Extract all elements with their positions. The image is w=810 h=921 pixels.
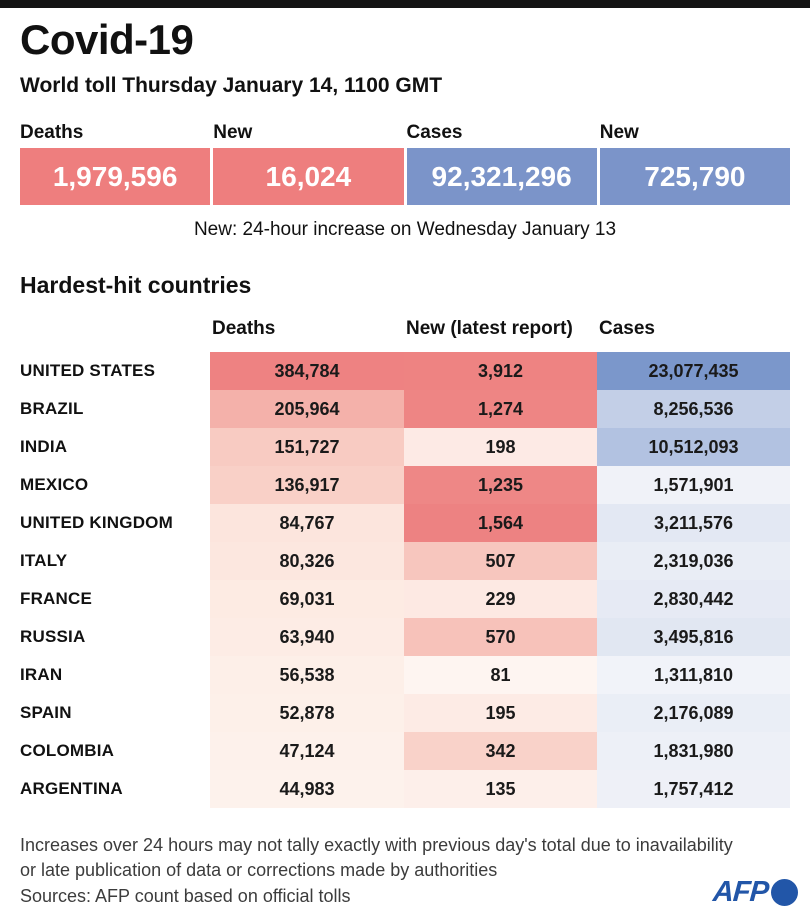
section-title: Hardest-hit countries: [20, 272, 252, 298]
cell-cases: 1,831,980: [597, 732, 790, 770]
table-row: INDIA 151,727 198 10,512,093: [20, 428, 790, 466]
stat-value-box: 16,024: [213, 148, 404, 205]
stat-value-box: 725,790: [599, 148, 790, 205]
table-row: IRAN 56,538 81 1,311,810: [20, 656, 790, 694]
cell-deaths: 56,538: [210, 656, 404, 694]
stat-label: Deaths: [20, 122, 84, 143]
cell-new: 342: [404, 732, 597, 770]
table-row: COLOMBIA 47,124 342 1,831,980: [20, 732, 790, 770]
country-label: MEXICO: [20, 475, 89, 494]
cell-deaths: 52,878: [210, 694, 404, 732]
cell-new: 135: [404, 770, 597, 808]
table-row: ITALY 80,326 507 2,319,036: [20, 542, 790, 580]
cell-cases: 3,211,576: [597, 504, 790, 542]
table-header: Deaths New (latest report) Cases: [20, 318, 790, 340]
cell-new: 570: [404, 618, 597, 656]
col-header-deaths: Deaths: [212, 318, 276, 339]
table-row: FRANCE 69,031 229 2,830,442: [20, 580, 790, 618]
stat-new-3: New 725,790: [599, 122, 790, 205]
cell-deaths: 80,326: [210, 542, 404, 580]
country-label: UNITED KINGDOM: [20, 513, 173, 532]
world-stats: Deaths 1,979,596 New 16,024 Cases 92,321,296 N…: [20, 122, 790, 205]
stat-label: New: [599, 122, 639, 143]
stats-note: New: 24-hour increase on Wednesday Janua…: [193, 219, 617, 240]
table-row: UNITED KINGDOM 84,767 1,564 3,211,576: [20, 504, 790, 542]
table-row: UNITED STATES 384,784 3,912 23,077,435: [20, 352, 790, 390]
footnote-line1: Increases over 24 hours may not tally ex…: [20, 835, 733, 855]
col-header-new: New (latest report): [406, 318, 573, 339]
cell-cases: 2,319,036: [597, 542, 790, 580]
table-row: RUSSIA 63,940 570 3,495,816: [20, 618, 790, 656]
cell-cases: 1,571,901: [597, 466, 790, 504]
cell-cases: 1,311,810: [597, 656, 790, 694]
col-header-cases: Cases: [599, 318, 655, 339]
country-label: FRANCE: [20, 589, 93, 608]
cell-new: 507: [404, 542, 597, 580]
cell-new: 195: [404, 694, 597, 732]
cell-deaths: 205,964: [210, 390, 404, 428]
country-label: ITALY: [20, 551, 68, 570]
stat-label: Cases: [406, 122, 463, 143]
cell-new: 81: [404, 656, 597, 694]
stat-value-box: 1,979,596: [20, 148, 211, 205]
cell-deaths: 63,940: [210, 618, 404, 656]
col-header-country: [20, 318, 210, 340]
stat-cases-2: Cases 92,321,296: [406, 122, 597, 205]
sources-line: Sources: AFP count based on official tol…: [20, 886, 351, 906]
country-label: COLOMBIA: [20, 741, 115, 760]
page-subtitle: World toll Thursday January 14, 1100 GMT: [20, 74, 443, 97]
cell-deaths: 84,767: [210, 504, 404, 542]
cell-cases: 1,757,412: [597, 770, 790, 808]
country-label: SPAIN: [20, 703, 72, 722]
country-label: UNITED STATES: [20, 361, 156, 380]
country-label: IRAN: [20, 665, 63, 684]
footnote-line2: or late publication of data or correctio…: [20, 860, 498, 880]
country-label: BRAZIL: [20, 399, 84, 418]
stat-new-1: New 16,024: [213, 122, 404, 205]
stat-deaths-0: Deaths 1,979,596: [20, 122, 211, 205]
afp-logo: AFP: [711, 876, 798, 909]
stat-label: New: [213, 122, 253, 143]
cell-cases: 10,512,093: [597, 428, 790, 466]
cell-new: 1,274: [404, 390, 597, 428]
country-table-body: UNITED STATES 384,784 3,912 23,077,435 BRAZI…: [20, 352, 790, 808]
stat-value-box: 92,321,296: [406, 148, 597, 205]
cell-deaths: 151,727: [210, 428, 404, 466]
cell-deaths: 384,784: [210, 352, 404, 390]
cell-new: 3,912: [404, 352, 597, 390]
cell-new: 1,235: [404, 466, 597, 504]
cell-cases: 23,077,435: [597, 352, 790, 390]
cell-cases: 8,256,536: [597, 390, 790, 428]
cell-deaths: 47,124: [210, 732, 404, 770]
cell-deaths: 44,983: [210, 770, 404, 808]
country-label: INDIA: [20, 437, 68, 456]
country-label: ARGENTINA: [20, 779, 123, 798]
table-row: ARGENTINA 44,983 135 1,757,412: [20, 770, 790, 808]
table-row: MEXICO 136,917 1,235 1,571,901: [20, 466, 790, 504]
footnote: Increases over 24 hours may not tally ex…: [20, 833, 760, 883]
globe-icon: [771, 879, 798, 906]
cell-new: 198: [404, 428, 597, 466]
cell-deaths: 69,031: [210, 580, 404, 618]
cell-new: 1,564: [404, 504, 597, 542]
table-row: BRAZIL 205,964 1,274 8,256,536: [20, 390, 790, 428]
cell-new: 229: [404, 580, 597, 618]
page-title: Covid-19: [20, 16, 194, 63]
cell-cases: 2,830,442: [597, 580, 790, 618]
cell-deaths: 136,917: [210, 466, 404, 504]
top-bar: [0, 0, 810, 8]
table-row: SPAIN 52,878 195 2,176,089: [20, 694, 790, 732]
cell-cases: 2,176,089: [597, 694, 790, 732]
country-label: RUSSIA: [20, 627, 86, 646]
afp-logo-text: AFP: [711, 876, 770, 908]
cell-cases: 3,495,816: [597, 618, 790, 656]
